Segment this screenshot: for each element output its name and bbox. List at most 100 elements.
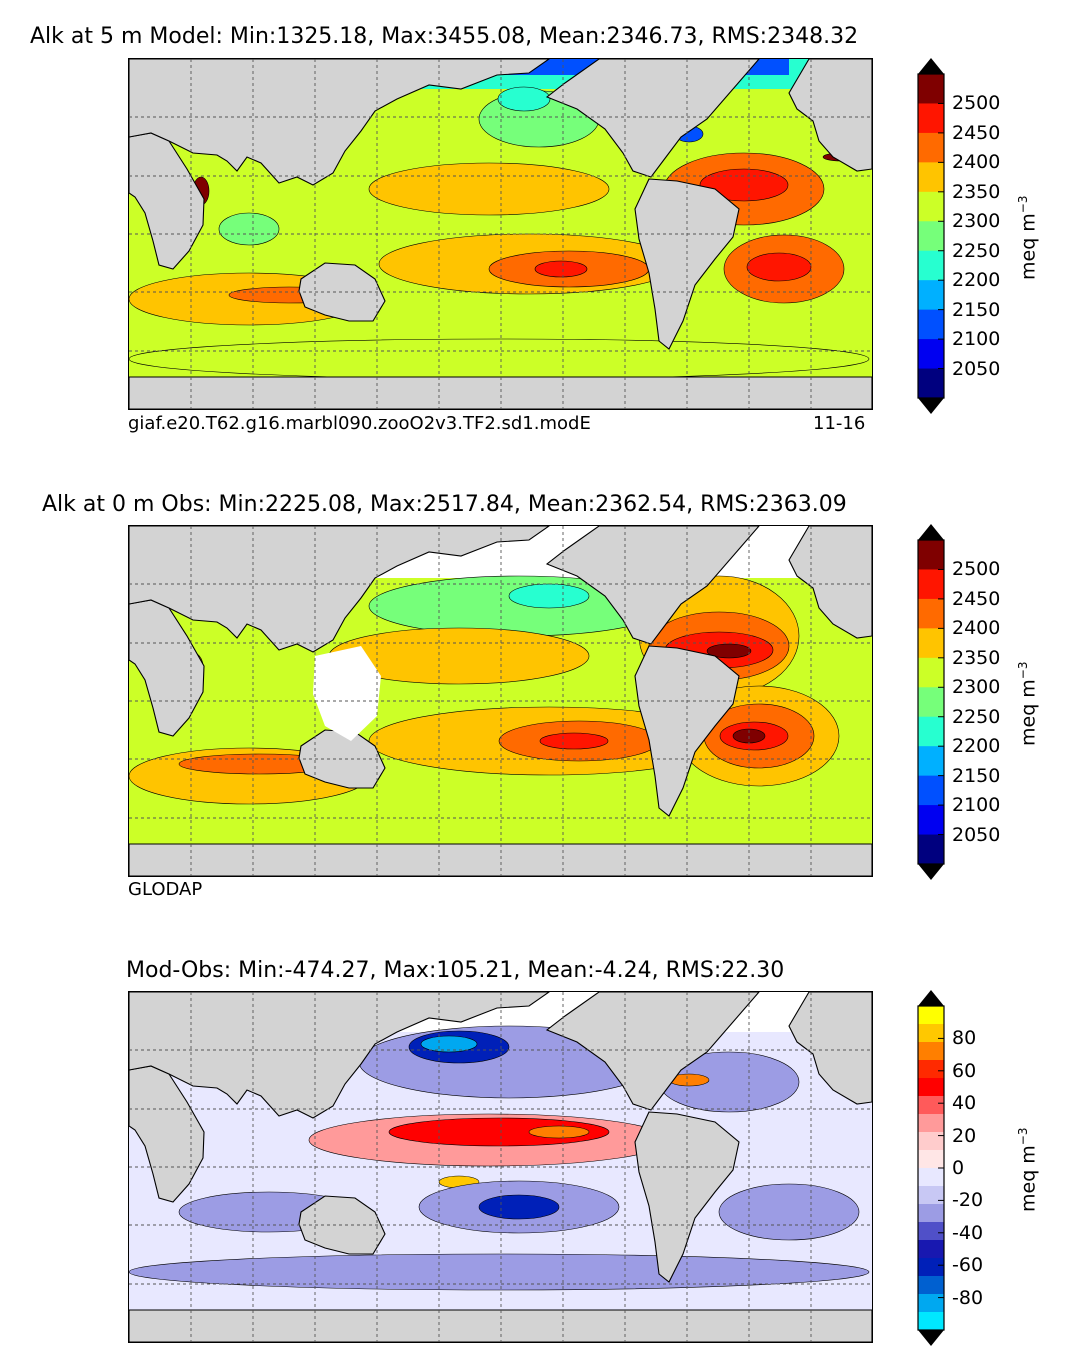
colorbar-segment [918,1258,944,1277]
south-pacific-max [534,260,588,278]
units-exponent: −3 [1016,661,1030,680]
colorbar-segment [918,162,944,193]
colorbar-segment [918,103,944,134]
colorbar-segment [918,746,944,777]
colorbar-segment [918,1078,944,1097]
bering-strong-negative [420,1035,478,1053]
colorbar-segment [918,132,944,163]
continent-namerica [545,59,760,178]
colorbar-units-label: meq m−3 [1016,1127,1039,1212]
colorbar-segment [918,309,944,340]
colorbar-segment [918,1114,944,1133]
colorbar-segment [918,628,944,659]
continent-antarct [129,376,872,409]
colorbar-scale [917,990,945,1346]
maritime-low [218,212,280,246]
colorbar-tick-label: 2150 [952,298,1001,321]
colorbar-segment [918,250,944,281]
colorbar-extend-bottom [918,1330,944,1346]
panel-1-map-svg [129,59,872,409]
colorbar-tick-label: 80 [952,1027,977,1050]
colorbar-tick-label: 2450 [952,587,1001,610]
colorbar-tick-label: 2300 [952,210,1001,233]
colorbar-extend-top [918,58,944,74]
colorbar-tick-label: -80 [952,1286,984,1309]
panel-2-title: Alk at 0 m Obs: Min:2225.08, Max:2517.84… [42,492,847,517]
colorbar-extend-top [918,524,944,540]
colorbar-segment [918,1006,944,1025]
colorbar-tick-label: 2500 [952,558,1001,581]
panel-3-map-svg [129,992,872,1342]
colorbar-tick-label: 0 [952,1157,965,1179]
equatorial-high [528,1125,590,1139]
colorbar-segment [918,1276,944,1295]
colorbar-tick-label: 2100 [952,328,1001,351]
colorbar-segment [918,598,944,629]
continent-africa [129,1065,205,1203]
colorbar-segment [918,1294,944,1313]
colorbar-segment [918,775,944,806]
colorbar-segment [918,1168,944,1187]
panel-1-date-range: 11-16 [813,413,866,434]
maritime-missing-data [313,646,381,741]
colorbar-segment [918,339,944,370]
colorbar-segment [918,1060,944,1079]
colorbar-tick-label: 2350 [952,646,1001,669]
units-base: meq m [1017,213,1040,280]
colorbar-segment [918,540,944,570]
colorbar-segment [918,221,944,252]
colorbar-segment [918,716,944,747]
units-base: meq m [1017,679,1040,746]
colorbar-tick-label: 20 [952,1124,977,1147]
map-gridlines [129,992,872,1342]
panel-1-map [128,58,873,410]
south-pacific-strong [478,1194,560,1220]
panel-1-case-name: giaf.e20.T62.g16.marbl090.zooO2v3.TF2.sd… [128,413,591,434]
map-gridlines [129,59,872,409]
continent-antarct [129,1309,872,1342]
colorbar-tick-label: 2250 [952,705,1001,728]
colorbar-tick-label: 40 [952,1092,977,1115]
colorbar-segment [918,1024,944,1043]
bering-low [497,86,551,112]
continent-namerica [545,992,760,1111]
colorbar-segment [918,834,944,865]
colorbar-segment [918,74,944,104]
colorbar-segment [918,657,944,688]
colorbar-scale [917,524,945,880]
north-atlantic-core [706,643,752,659]
colorbar-segment [918,280,944,311]
colorbar-tick-label: 2500 [952,92,1001,115]
colorbar-tick-label: 2400 [952,617,1001,640]
panel-2-colorbar: 2500 2450 2400 2350 2300 2250 2200 2150 2100 2050… [914,524,1064,880]
colorbar-units-label: meq m−3 [1016,195,1039,280]
units-exponent: −3 [1016,1127,1030,1146]
continent-europe [788,526,872,639]
colorbar-segment [918,191,944,222]
colorbar-segment [918,368,944,399]
colorbar-segment [918,1042,944,1061]
continent-africa [129,599,205,737]
colorbar-extend-bottom [918,398,944,414]
southern-band [129,338,870,380]
panel-2-source-label: GLODAP [128,879,203,900]
colorbar-extend-top [918,990,944,1006]
colorbar-scale [917,58,945,414]
colorbar-tick-label: 2450 [952,121,1001,144]
colorbar-tick-label: 2050 [952,823,1001,846]
subarctic-low [508,583,590,609]
colorbar-segment [918,805,944,836]
continent-namerica [545,526,760,645]
colorbar-tick-label: 2250 [952,239,1001,262]
colorbar-segment [918,1204,944,1223]
colorbar-segment [918,1186,944,1205]
colorbar-tick-label: 2200 [952,269,1001,292]
continent-europe [788,59,872,172]
continent-africa [129,132,205,270]
colorbar-tick-label: -20 [952,1189,984,1212]
north-atlantic-max [699,168,789,202]
panel-3-colorbar: 80 60 40 20 0 -20 -40 -60 -80 meq m−3 [914,990,1064,1346]
colorbar-tick-label: -60 [952,1254,984,1277]
north-pacific-gyre [368,162,610,216]
south-atlantic-negative [718,1183,860,1241]
